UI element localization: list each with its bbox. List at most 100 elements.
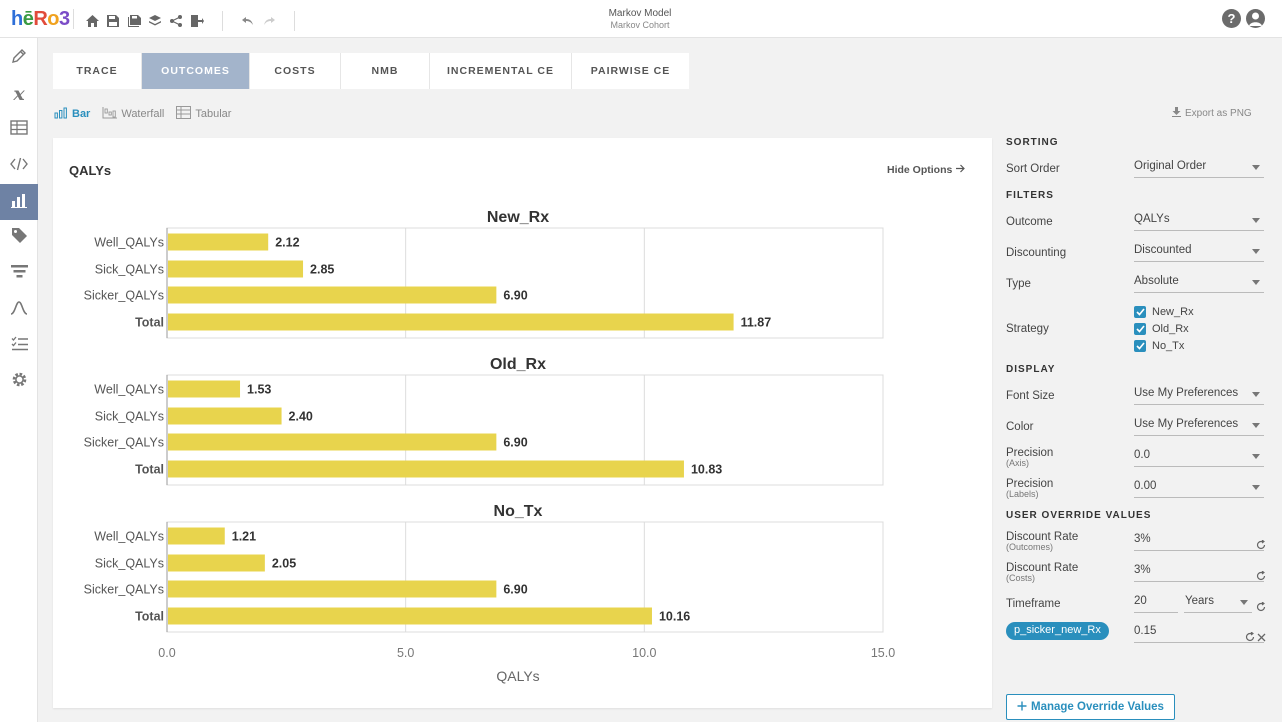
checkbox-checked-icon[interactable] bbox=[1134, 323, 1146, 335]
panel-title: New_Rx bbox=[487, 209, 549, 226]
close-icon[interactable] bbox=[1257, 629, 1267, 642]
type-select[interactable]: Absolute bbox=[1134, 273, 1264, 293]
color-select[interactable]: Use My Preferences bbox=[1134, 416, 1264, 436]
waterfall-icon bbox=[102, 106, 118, 122]
bar bbox=[168, 433, 497, 451]
sidebar-item-settings[interactable] bbox=[0, 364, 38, 400]
sidebar-item-variables[interactable]: x bbox=[0, 76, 38, 112]
category-label: Well_QALYs bbox=[94, 383, 164, 397]
bar bbox=[168, 233, 269, 251]
data-label: 6.90 bbox=[503, 583, 527, 597]
sorting-heading: SORTING bbox=[1006, 137, 1059, 148]
timeframe-unit-select[interactable]: Years bbox=[1184, 593, 1252, 613]
view-bar-button[interactable]: Bar bbox=[54, 107, 90, 122]
view-type-tabs: Bar Waterfall Tabular bbox=[54, 106, 231, 122]
precision-axis-select[interactable]: 0.0 bbox=[1134, 447, 1264, 467]
share-icon[interactable] bbox=[168, 13, 184, 29]
dr-outcomes-text: Discount Rate bbox=[1006, 531, 1079, 543]
strategy-checkbox-new-rx[interactable]: New_Rx bbox=[1134, 306, 1194, 318]
sidebar-item-code[interactable] bbox=[0, 148, 38, 184]
sidebar-item-tags[interactable] bbox=[0, 220, 38, 256]
outcome-select[interactable]: QALYs bbox=[1134, 211, 1264, 231]
checkbox-checked-icon[interactable] bbox=[1134, 340, 1146, 352]
tab-incremental-ce[interactable]: INCREMENTAL CE bbox=[430, 53, 572, 89]
strategy-name: New_Rx bbox=[1152, 306, 1194, 318]
tab-trace[interactable]: TRACE bbox=[53, 53, 142, 89]
x-tick-label: 0.0 bbox=[158, 646, 175, 660]
filters-heading: FILTERS bbox=[1006, 190, 1054, 201]
bar bbox=[168, 607, 652, 625]
sidebar-item-results[interactable] bbox=[0, 184, 38, 220]
precision-labels-select[interactable]: 0.00 bbox=[1134, 478, 1264, 498]
sidebar-item-tables[interactable] bbox=[0, 112, 38, 148]
hide-options-label: Hide Options bbox=[887, 164, 953, 176]
chevron-down-icon bbox=[1240, 600, 1248, 605]
sort-order-select[interactable]: Original Order bbox=[1134, 158, 1264, 178]
strategy-checkbox-no-tx[interactable]: No_Tx bbox=[1134, 340, 1184, 352]
checklist-icon bbox=[11, 336, 28, 356]
x-tick-label: 15.0 bbox=[871, 646, 895, 660]
curve-icon bbox=[10, 300, 28, 320]
timeframe-label: Timeframe bbox=[1006, 598, 1061, 610]
reset-icon[interactable] bbox=[1256, 568, 1266, 581]
timeframe-input[interactable]: 20 bbox=[1134, 593, 1178, 613]
redo-icon[interactable] bbox=[261, 13, 277, 29]
x-axis-label: QALYs bbox=[496, 668, 539, 684]
sidebar-item-distributions[interactable] bbox=[0, 292, 38, 328]
checkbox-checked-icon[interactable] bbox=[1134, 306, 1146, 318]
strategy-checkbox-old-rx[interactable]: Old_Rx bbox=[1134, 323, 1189, 335]
discount-rate-costs-input[interactable]: 3% bbox=[1134, 562, 1264, 582]
dr-costs-sub: (Costs) bbox=[1006, 573, 1035, 583]
chart-card: QALYs Hide Options New_Rx Well_QALYs 2.12 S… bbox=[53, 138, 992, 708]
user-avatar[interactable] bbox=[1246, 9, 1265, 28]
dr-costs-text: Discount Rate bbox=[1006, 562, 1079, 574]
home-icon[interactable] bbox=[84, 13, 100, 29]
reset-icon[interactable] bbox=[1256, 599, 1266, 612]
discounting-select[interactable]: Discounted bbox=[1134, 242, 1264, 262]
display-heading: DISPLAY bbox=[1006, 364, 1056, 375]
tab-pairwise-ce[interactable]: PAIRWISE CE bbox=[590, 65, 671, 77]
strategy-label: Strategy bbox=[1006, 323, 1049, 335]
layers-icon[interactable] bbox=[147, 13, 163, 29]
timeframe-unit-value: Years bbox=[1185, 595, 1214, 607]
data-label: 2.05 bbox=[272, 557, 296, 571]
chevron-down-icon bbox=[1252, 392, 1260, 397]
manage-override-values-button[interactable]: Manage Override Values bbox=[1006, 694, 1175, 720]
precision-labels-sub: (Labels) bbox=[1006, 489, 1039, 499]
save-as-icon[interactable] bbox=[126, 13, 142, 29]
view-waterfall-button[interactable]: Waterfall bbox=[102, 106, 164, 122]
parameter-chip[interactable]: p_sicker_new_Rx bbox=[1006, 622, 1109, 640]
tab-costs[interactable]: COSTS bbox=[250, 53, 341, 89]
help-button[interactable]: ? bbox=[1222, 9, 1241, 28]
x-tick-label: 10.0 bbox=[632, 646, 656, 660]
data-label: 10.83 bbox=[691, 463, 722, 477]
tab-nmb[interactable]: NMB bbox=[341, 53, 430, 89]
category-label: Total bbox=[135, 610, 164, 624]
sidebar-item-edit[interactable] bbox=[0, 40, 38, 76]
view-tabular-button[interactable]: Tabular bbox=[176, 106, 231, 122]
sort-order-value: Original Order bbox=[1134, 160, 1207, 172]
discount-rate-outcomes-input[interactable]: 3% bbox=[1134, 531, 1264, 551]
result-tabs: TRACE OUTCOMES COSTS NMB INCREMENTAL CE … bbox=[53, 53, 689, 89]
export-png-button[interactable]: Export as PNG bbox=[1172, 107, 1252, 120]
table-icon bbox=[10, 120, 28, 140]
export-file-icon[interactable] bbox=[189, 13, 205, 29]
manage-override-label: Manage Override Values bbox=[1031, 701, 1164, 713]
tab-outcomes[interactable]: OUTCOMES bbox=[142, 53, 250, 89]
undo-icon[interactable] bbox=[240, 13, 256, 29]
hide-options-button[interactable]: Hide Options bbox=[887, 164, 966, 176]
category-label: Total bbox=[135, 316, 164, 330]
qalys-bar-chart: New_Rx Well_QALYs 2.12 Sick_QALYs 2.85 Sicker… bbox=[84, 209, 896, 684]
reset-icon[interactable] bbox=[1245, 629, 1255, 642]
discount-rate-outcomes-label: Discount Rate (Outcomes) bbox=[1006, 531, 1078, 552]
save-icon[interactable] bbox=[105, 13, 121, 29]
font-size-select[interactable]: Use My Preferences bbox=[1134, 385, 1264, 405]
sidebar-item-checklist[interactable] bbox=[0, 328, 38, 364]
data-label: 6.90 bbox=[503, 436, 527, 450]
sidebar-item-filters[interactable] bbox=[0, 256, 38, 292]
discounting-value: Discounted bbox=[1134, 244, 1192, 256]
app-logo[interactable]: hēRo3 bbox=[11, 8, 70, 30]
reset-icon[interactable] bbox=[1256, 537, 1266, 550]
chevron-down-icon bbox=[1252, 485, 1260, 490]
parameter-value-input[interactable]: 0.15 bbox=[1134, 623, 1264, 643]
